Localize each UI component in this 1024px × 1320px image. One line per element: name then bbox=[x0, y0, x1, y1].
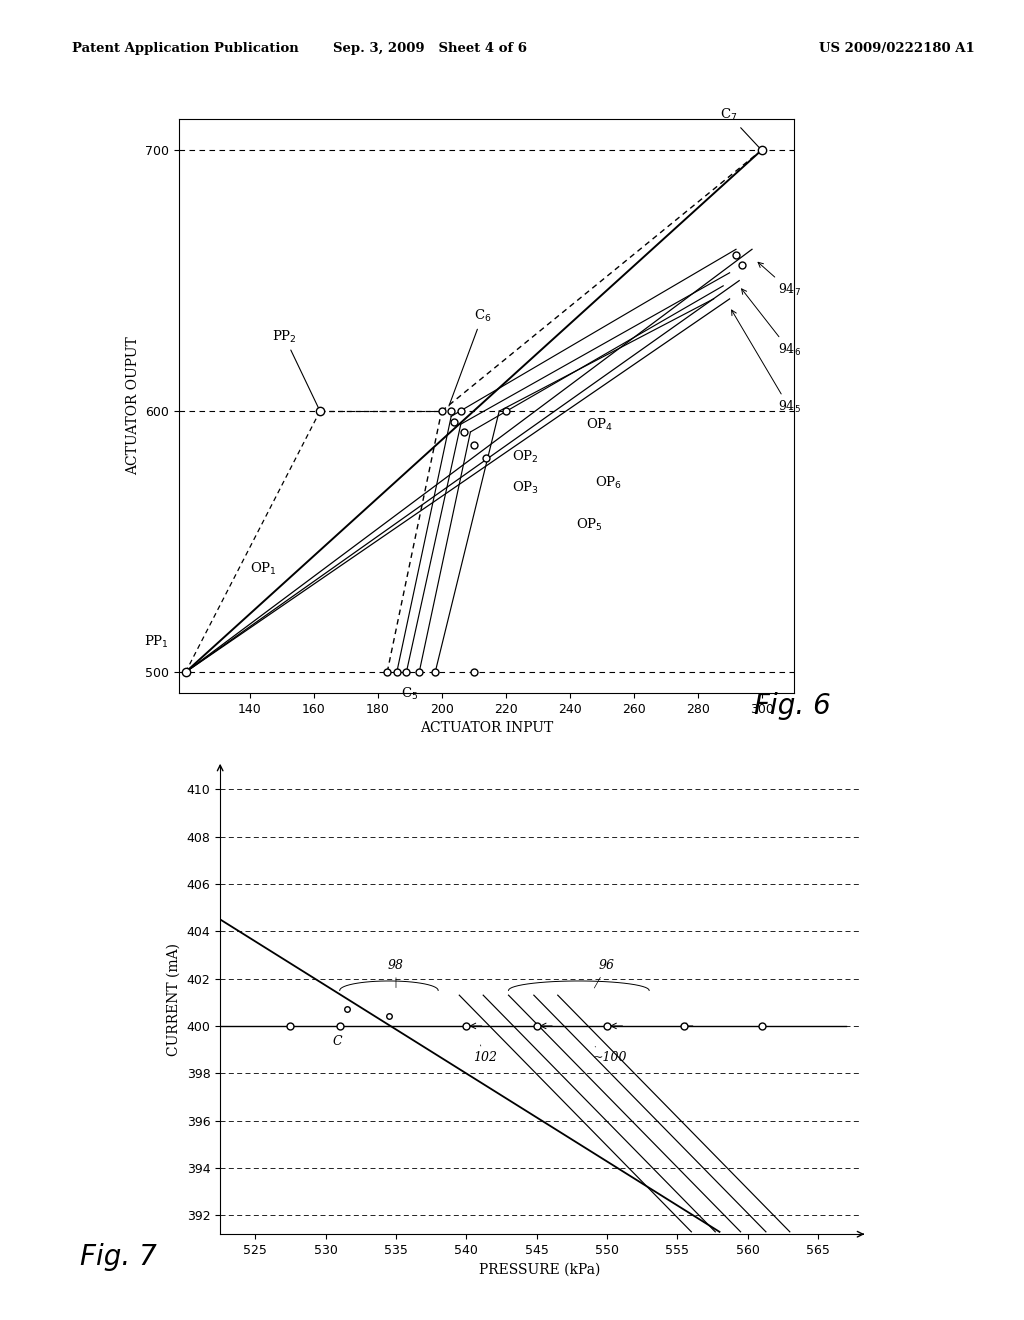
Y-axis label: CURRENT (mA): CURRENT (mA) bbox=[167, 944, 181, 1056]
Text: OP$_1$: OP$_1$ bbox=[250, 561, 276, 577]
Text: 96: 96 bbox=[594, 960, 615, 987]
Text: C: C bbox=[333, 1035, 342, 1048]
Text: 94$_6$: 94$_6$ bbox=[741, 289, 801, 358]
Text: PP$_2$: PP$_2$ bbox=[272, 329, 318, 409]
Text: C$_5$: C$_5$ bbox=[401, 686, 418, 702]
Text: US 2009/0222180 A1: US 2009/0222180 A1 bbox=[819, 42, 975, 55]
X-axis label: PRESSURE (kPa): PRESSURE (kPa) bbox=[479, 1262, 601, 1276]
Y-axis label: ACTUATOR OUPUT: ACTUATOR OUPUT bbox=[126, 337, 140, 475]
Text: OP$_6$: OP$_6$ bbox=[595, 475, 623, 491]
Text: Patent Application Publication: Patent Application Publication bbox=[72, 42, 298, 55]
Text: 98: 98 bbox=[388, 960, 404, 987]
Text: C$_6$: C$_6$ bbox=[449, 308, 492, 407]
Text: Fig. 7: Fig. 7 bbox=[80, 1243, 157, 1271]
Text: ~100: ~100 bbox=[593, 1047, 628, 1064]
X-axis label: ACTUATOR INPUT: ACTUATOR INPUT bbox=[420, 721, 553, 735]
Text: PP$_1$: PP$_1$ bbox=[144, 634, 169, 651]
Text: 94$_5$: 94$_5$ bbox=[731, 310, 801, 416]
Text: OP$_4$: OP$_4$ bbox=[586, 417, 612, 433]
Text: C$_7$: C$_7$ bbox=[720, 107, 760, 148]
Text: OP$_2$: OP$_2$ bbox=[512, 449, 539, 465]
Text: Fig. 6: Fig. 6 bbox=[754, 692, 830, 721]
Text: OP$_3$: OP$_3$ bbox=[512, 480, 539, 496]
Text: Sep. 3, 2009   Sheet 4 of 6: Sep. 3, 2009 Sheet 4 of 6 bbox=[333, 42, 527, 55]
Text: OP$_5$: OP$_5$ bbox=[575, 516, 603, 533]
Text: 94$_7$: 94$_7$ bbox=[758, 263, 801, 298]
Text: 102: 102 bbox=[473, 1045, 498, 1064]
